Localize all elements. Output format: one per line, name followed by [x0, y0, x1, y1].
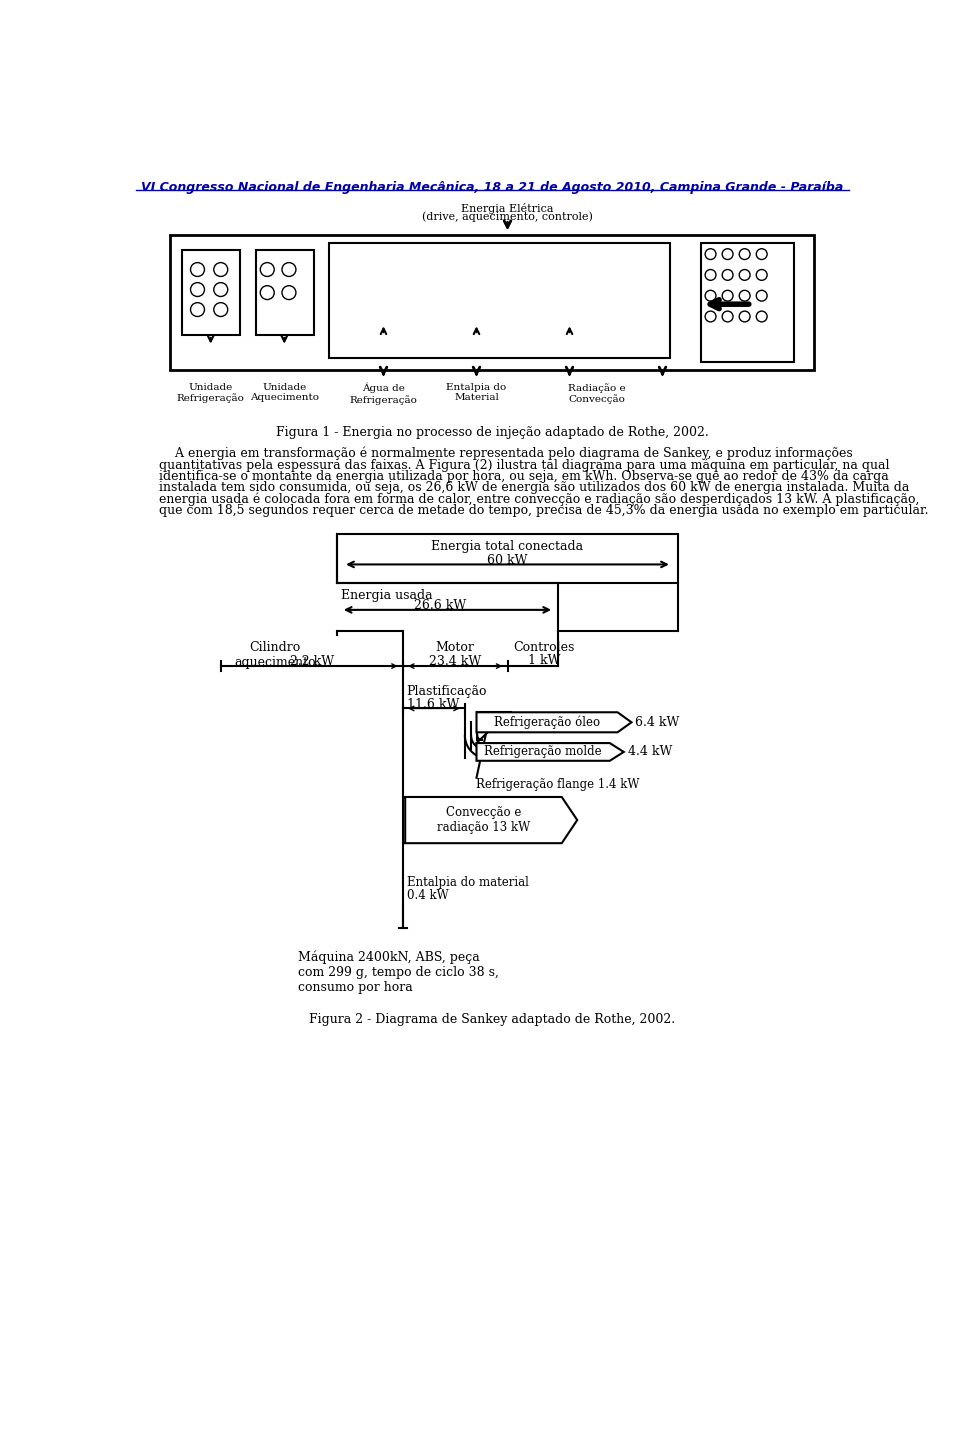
Text: Energia Elétrica: Energia Elétrica — [461, 202, 554, 214]
Text: 1 kW: 1 kW — [528, 654, 561, 667]
Polygon shape — [405, 797, 577, 843]
Text: VI Congresso Nacional de Engenharia Mecânica, 18 a 21 de Agosto 2010, Campina Gr: VI Congresso Nacional de Engenharia Mecâ… — [141, 180, 843, 193]
Bar — [329, 243, 670, 358]
Text: Motor: Motor — [436, 641, 474, 654]
Text: 60 kW: 60 kW — [488, 553, 528, 566]
Text: Figura 2 - Diagrama de Sankey adaptado de Rothe, 2002.: Figura 2 - Diagrama de Sankey adaptado d… — [309, 1012, 675, 1025]
Text: (drive, aquecimento, controle): (drive, aquecimento, controle) — [422, 212, 593, 222]
Polygon shape — [476, 712, 632, 732]
Text: Energia usada: Energia usada — [341, 589, 433, 602]
Text: 2.2 kW: 2.2 kW — [290, 656, 334, 669]
Text: Cilindro
aquecimento: Cilindro aquecimento — [234, 641, 316, 670]
Text: 4.4 kW: 4.4 kW — [628, 745, 672, 758]
Text: 26.6 kW: 26.6 kW — [414, 599, 466, 612]
Text: Controles: Controles — [514, 641, 575, 654]
Text: energia usada é colocada fora em forma de calor, entre convecção e radiação são : energia usada é colocada fora em forma d… — [158, 492, 919, 507]
Bar — [170, 235, 814, 370]
Bar — [701, 243, 794, 362]
Bar — [337, 534, 678, 583]
Text: quantitativas pela espessura das faixas. A Figura (2) ilustra tal diagrama para : quantitativas pela espessura das faixas.… — [158, 458, 889, 472]
Text: que com 18,5 segundos requer cerca de metade do tempo, precisa de 45,3% da energ: que com 18,5 segundos requer cerca de me… — [158, 504, 928, 517]
Text: 0.4 kW: 0.4 kW — [407, 890, 448, 902]
Text: Máquina 2400kN, ABS, peça
com 299 g, tempo de ciclo 38 s,
consumo por hora: Máquina 2400kN, ABS, peça com 299 g, tem… — [299, 952, 499, 995]
Text: Unidade
Refrigeração: Unidade Refrigeração — [177, 383, 245, 403]
Text: A energia em transformação é normalmente representada pelo diagrama de Sankey, e: A energia em transformação é normalmente… — [158, 446, 852, 461]
Text: Unidade
Aquecimento: Unidade Aquecimento — [250, 383, 319, 401]
Text: identifica-se o montante da energia utilizada por hora, ou seja, em kWh. Observa: identifica-se o montante da energia util… — [158, 469, 889, 482]
Text: Figura 1 - Energia no processo de injeção adaptado de Rothe, 2002.: Figura 1 - Energia no processo de injeçã… — [276, 426, 708, 439]
Polygon shape — [476, 744, 624, 761]
Text: Refrigeração flange 1.4 kW: Refrigeração flange 1.4 kW — [476, 778, 640, 791]
Text: Entalpia do
Material: Entalpia do Material — [446, 383, 507, 401]
Text: Plastificação: Plastificação — [407, 686, 488, 699]
Text: Refrigeração molde: Refrigeração molde — [485, 745, 602, 758]
Text: Água de
Refrigeração: Água de Refrigeração — [349, 383, 418, 404]
Text: Energia total conectada: Energia total conectada — [431, 540, 584, 553]
Text: 11.6 kW: 11.6 kW — [407, 697, 459, 710]
Text: Refrigeração óleo: Refrigeração óleo — [494, 716, 600, 729]
Text: 6.4 kW: 6.4 kW — [636, 716, 680, 729]
Text: Entalpia do material: Entalpia do material — [407, 875, 529, 888]
Text: Convecção e
radiação 13 kW: Convecção e radiação 13 kW — [437, 806, 530, 835]
Bar — [255, 250, 314, 335]
Text: instalada tem sido consumida, ou seja, os 26,6 kW de energia são utilizados dos : instalada tem sido consumida, ou seja, o… — [158, 481, 909, 494]
Text: 23.4 kW: 23.4 kW — [429, 656, 481, 669]
Bar — [182, 250, 240, 335]
Text: Radiação e
Convecção: Radiação e Convecção — [567, 383, 625, 404]
